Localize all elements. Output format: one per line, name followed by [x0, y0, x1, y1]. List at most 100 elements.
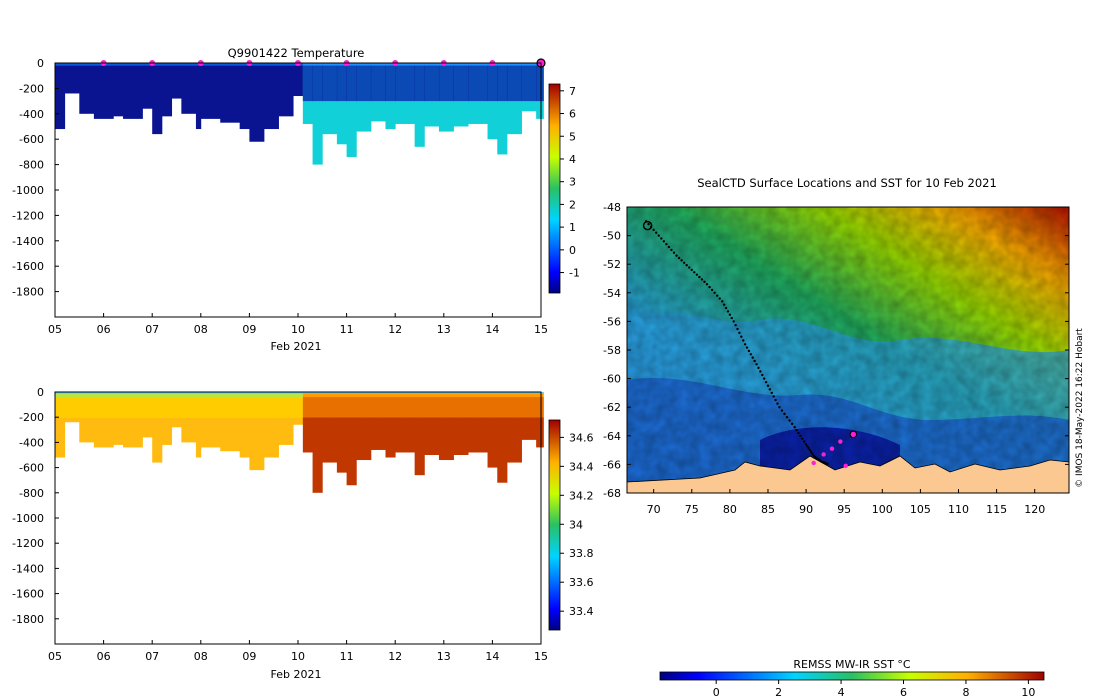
p1-segment — [55, 63, 66, 66]
sst-colorbar-label: REMSS MW-IR SST °C — [793, 658, 911, 671]
p1-segment — [414, 65, 425, 147]
track-point — [785, 416, 789, 419]
x-tick-label: 08 — [194, 650, 208, 663]
p2-segment — [424, 393, 440, 398]
y-tick-label: -1400 — [12, 562, 44, 575]
y-tick-label: -1800 — [12, 613, 44, 626]
p2-segment — [424, 392, 440, 394]
p2-segment — [293, 417, 304, 425]
p2-segment — [161, 392, 173, 394]
salinity-y-ticks: 0 -200 -400 -600 -800 -1000 -1200 -1400 -1600 -18… — [12, 386, 59, 626]
recent-position-marker — [829, 446, 835, 451]
track-point — [793, 426, 796, 429]
p1-segment — [152, 65, 163, 135]
colorbar-tick-label: 7 — [569, 85, 576, 98]
p2-segment — [414, 393, 425, 398]
p2-segment — [200, 392, 221, 394]
p2-segment — [497, 392, 508, 394]
p2-segment — [385, 393, 396, 398]
map-y-tick-label: -56 — [603, 315, 621, 328]
track-point — [802, 440, 806, 443]
p2-segment — [64, 392, 80, 394]
map-y-tick-label: -68 — [603, 487, 621, 500]
sst-colorbar-ticks: 0 2 4 6 8 10 — [713, 680, 1035, 699]
p2-segment — [336, 397, 347, 418]
map-x-tick-label: 95 — [837, 503, 851, 516]
p2-segment — [123, 392, 143, 394]
map-x-tick-label: 115 — [986, 503, 1007, 516]
track-point — [728, 313, 732, 316]
y-tick-label: -400 — [19, 436, 44, 449]
p1-segment — [161, 63, 173, 66]
track-point — [788, 419, 791, 422]
p1-segment — [123, 63, 143, 66]
p1-cold-layer — [414, 65, 425, 102]
track-point — [655, 231, 658, 234]
track-point — [806, 445, 809, 448]
p2-segment — [195, 392, 202, 394]
p2-segment — [506, 392, 522, 394]
p2-segment — [142, 392, 153, 394]
p2-segment — [55, 393, 66, 398]
map-x-tick-label: 110 — [948, 503, 969, 516]
p2-segment — [249, 392, 265, 394]
p2-segment — [521, 417, 537, 440]
track-point — [660, 237, 663, 240]
track-point — [700, 278, 704, 281]
p2-segment — [536, 417, 544, 448]
p1-segment — [487, 65, 498, 140]
track-point — [695, 273, 699, 276]
p2-segment — [453, 417, 469, 455]
p2-segment — [64, 417, 80, 423]
p2-segment — [293, 393, 304, 398]
track-point — [743, 343, 747, 346]
p2-segment — [438, 417, 454, 461]
p2-segment — [438, 393, 454, 398]
p1-segment — [497, 65, 508, 155]
x-tick-label: 07 — [145, 323, 159, 336]
p1-segment — [356, 63, 372, 66]
p2-segment — [521, 392, 537, 394]
p2-segment — [113, 392, 124, 394]
colorbar-tick-label: 5 — [569, 130, 576, 143]
x-tick-label: 13 — [437, 650, 451, 663]
p1-segment — [113, 63, 124, 66]
p2-segment — [497, 417, 508, 483]
p1-cold-layer — [468, 65, 488, 102]
track-point — [667, 245, 671, 249]
colorbar-tick-label: 34.2 — [569, 489, 594, 502]
p1-segment — [336, 63, 347, 66]
p2-segment — [438, 397, 454, 418]
p2-segment — [55, 392, 66, 394]
y-tick-label: -1400 — [12, 235, 44, 248]
x-tick-label: 06 — [97, 650, 111, 663]
p2-segment — [356, 393, 372, 398]
p1-segment — [249, 63, 265, 66]
p2-segment — [395, 397, 416, 418]
p2-segment — [468, 392, 488, 394]
p2-segment — [64, 393, 80, 398]
p2-segment — [336, 417, 347, 473]
x-tick-label: 11 — [340, 650, 354, 663]
sst-colorbar-tick-label: 10 — [1021, 686, 1035, 699]
track-point — [757, 366, 760, 370]
p2-segment — [536, 393, 544, 398]
p1-cold-layer — [536, 65, 544, 102]
p1-segment — [263, 65, 279, 130]
p1-segment — [263, 63, 279, 66]
p2-segment — [142, 397, 153, 418]
p1-cold-layer — [424, 65, 440, 102]
p2-segment — [181, 392, 197, 394]
track-point — [688, 266, 691, 269]
y-tick-label: -800 — [19, 487, 44, 500]
p2-segment — [395, 417, 416, 453]
track-point — [764, 380, 768, 384]
p2-segment — [346, 417, 357, 486]
p2-segment — [536, 392, 544, 394]
colorbar-tick-label: 34.6 — [569, 431, 594, 444]
track-point — [762, 377, 766, 380]
p2-segment — [506, 393, 522, 398]
p1-segment — [113, 65, 124, 117]
p2-segment — [220, 417, 241, 452]
p1-segment — [346, 63, 357, 66]
